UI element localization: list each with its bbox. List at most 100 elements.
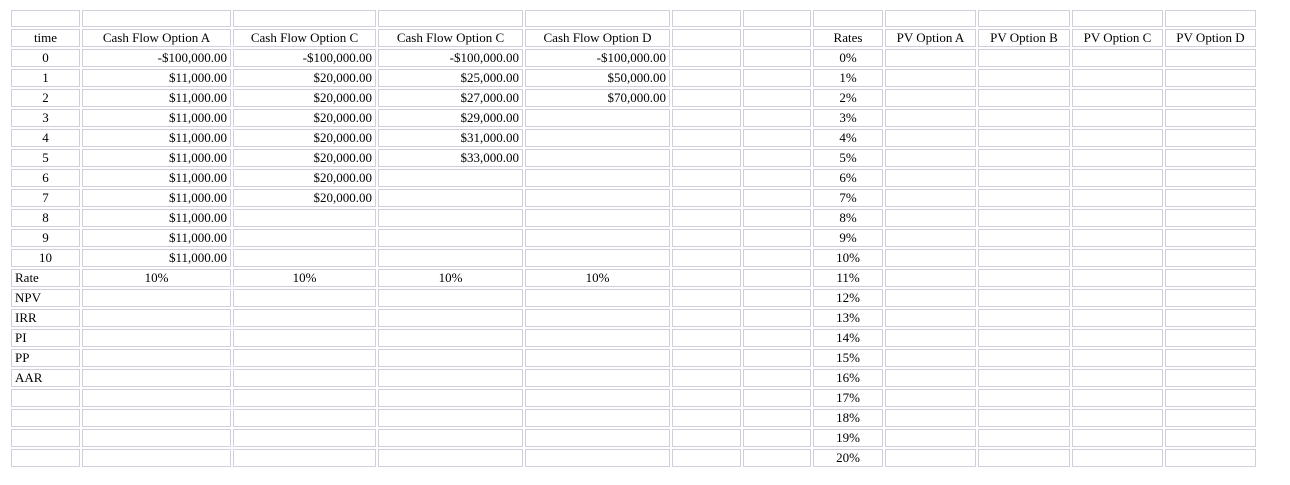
cell bbox=[885, 69, 976, 88]
cell bbox=[1072, 409, 1163, 428]
cell bbox=[233, 209, 376, 228]
spreadsheet-container: time Cash Flow Option A Cash Flow Option C… bbox=[9, 8, 1258, 469]
cell bbox=[525, 369, 670, 388]
cash-flow-cell: $20,000.00 bbox=[233, 189, 376, 208]
cell bbox=[885, 329, 976, 348]
cell bbox=[525, 449, 670, 468]
rate-cell: 20% bbox=[813, 449, 883, 468]
table-row: NPV 12% bbox=[11, 289, 1256, 308]
cash-flow-table: time Cash Flow Option A Cash Flow Option C… bbox=[9, 8, 1258, 469]
cell bbox=[743, 329, 811, 348]
cell bbox=[525, 429, 670, 448]
cell bbox=[525, 209, 670, 228]
cell bbox=[885, 369, 976, 388]
time-cell: 3 bbox=[11, 109, 80, 128]
table-row: 1 $11,000.00 $20,000.00 $25,000.00 $50,000.0… bbox=[11, 69, 1256, 88]
cell bbox=[1165, 229, 1256, 248]
rate-cell: 7% bbox=[813, 189, 883, 208]
cell bbox=[743, 349, 811, 368]
spacer-cell bbox=[743, 10, 811, 28]
cell bbox=[233, 309, 376, 328]
cell bbox=[1072, 429, 1163, 448]
cell bbox=[1165, 349, 1256, 368]
cell bbox=[1072, 309, 1163, 328]
cell bbox=[378, 249, 523, 268]
table-row: 7 $11,000.00 $20,000.00 7% bbox=[11, 189, 1256, 208]
table-row: 9 $11,000.00 9% bbox=[11, 229, 1256, 248]
table-row: 2 $11,000.00 $20,000.00 $27,000.00 $70,000.0… bbox=[11, 89, 1256, 108]
rate-cell: 4% bbox=[813, 129, 883, 148]
cell bbox=[672, 309, 741, 328]
table-row: PP 15% bbox=[11, 349, 1256, 368]
cash-flow-cell: $20,000.00 bbox=[233, 69, 376, 88]
row-label-aar: AAR bbox=[11, 369, 80, 388]
table-row: 8 $11,000.00 8% bbox=[11, 209, 1256, 228]
cash-flow-cell: $20,000.00 bbox=[233, 109, 376, 128]
cell bbox=[233, 289, 376, 308]
column-header-pv-option-b: PV Option B bbox=[978, 29, 1070, 48]
cell bbox=[672, 69, 741, 88]
cell bbox=[233, 329, 376, 348]
table-row: 0 -$100,000.00 -$100,000.00 -$100,000.00 -$1… bbox=[11, 49, 1256, 68]
cell bbox=[525, 189, 670, 208]
cell bbox=[525, 409, 670, 428]
column-header-empty bbox=[672, 29, 741, 48]
cell bbox=[1072, 289, 1163, 308]
cell bbox=[885, 289, 976, 308]
cell bbox=[1072, 169, 1163, 188]
row-label-npv: NPV bbox=[11, 289, 80, 308]
cell bbox=[978, 69, 1070, 88]
cell bbox=[1165, 109, 1256, 128]
cell bbox=[672, 389, 741, 408]
cell bbox=[82, 389, 231, 408]
cell bbox=[1165, 329, 1256, 348]
cell bbox=[11, 449, 80, 468]
cell bbox=[1072, 69, 1163, 88]
cash-flow-cell: $11,000.00 bbox=[82, 109, 231, 128]
time-cell: 10 bbox=[11, 249, 80, 268]
time-cell: 2 bbox=[11, 89, 80, 108]
spacer-cell bbox=[1165, 10, 1256, 28]
table-body: time Cash Flow Option A Cash Flow Option C… bbox=[11, 10, 1256, 468]
table-row: AAR 16% bbox=[11, 369, 1256, 388]
column-header-time: time bbox=[11, 29, 80, 48]
cell bbox=[1072, 369, 1163, 388]
cell bbox=[1072, 349, 1163, 368]
cell bbox=[82, 289, 231, 308]
time-cell: 6 bbox=[11, 169, 80, 188]
spacer-cell bbox=[813, 10, 883, 28]
time-cell: 5 bbox=[11, 149, 80, 168]
cell bbox=[1072, 229, 1163, 248]
cell bbox=[1165, 449, 1256, 468]
rate-value-cell: 10% bbox=[378, 269, 523, 288]
cell bbox=[885, 89, 976, 108]
rate-value-cell: 10% bbox=[82, 269, 231, 288]
cell bbox=[743, 129, 811, 148]
cell bbox=[233, 409, 376, 428]
cell bbox=[885, 209, 976, 228]
cell bbox=[672, 229, 741, 248]
time-cell: 7 bbox=[11, 189, 80, 208]
cash-flow-cell: $11,000.00 bbox=[82, 169, 231, 188]
rate-cell: 8% bbox=[813, 209, 883, 228]
cell bbox=[1165, 409, 1256, 428]
cell bbox=[743, 169, 811, 188]
column-header-cash-flow-option-d: Cash Flow Option D bbox=[525, 29, 670, 48]
cell bbox=[525, 349, 670, 368]
cell bbox=[743, 189, 811, 208]
rate-cell: 19% bbox=[813, 429, 883, 448]
column-header-cash-flow-option-c: Cash Flow Option C bbox=[233, 29, 376, 48]
cell bbox=[885, 129, 976, 148]
cell bbox=[1072, 209, 1163, 228]
cell bbox=[743, 209, 811, 228]
cell bbox=[978, 209, 1070, 228]
cell bbox=[672, 429, 741, 448]
cell bbox=[82, 429, 231, 448]
rate-cell: 14% bbox=[813, 329, 883, 348]
row-label-irr: IRR bbox=[11, 309, 80, 328]
cell bbox=[743, 49, 811, 68]
cell bbox=[1072, 249, 1163, 268]
cell bbox=[672, 249, 741, 268]
cell bbox=[743, 229, 811, 248]
table-row: 20% bbox=[11, 449, 1256, 468]
